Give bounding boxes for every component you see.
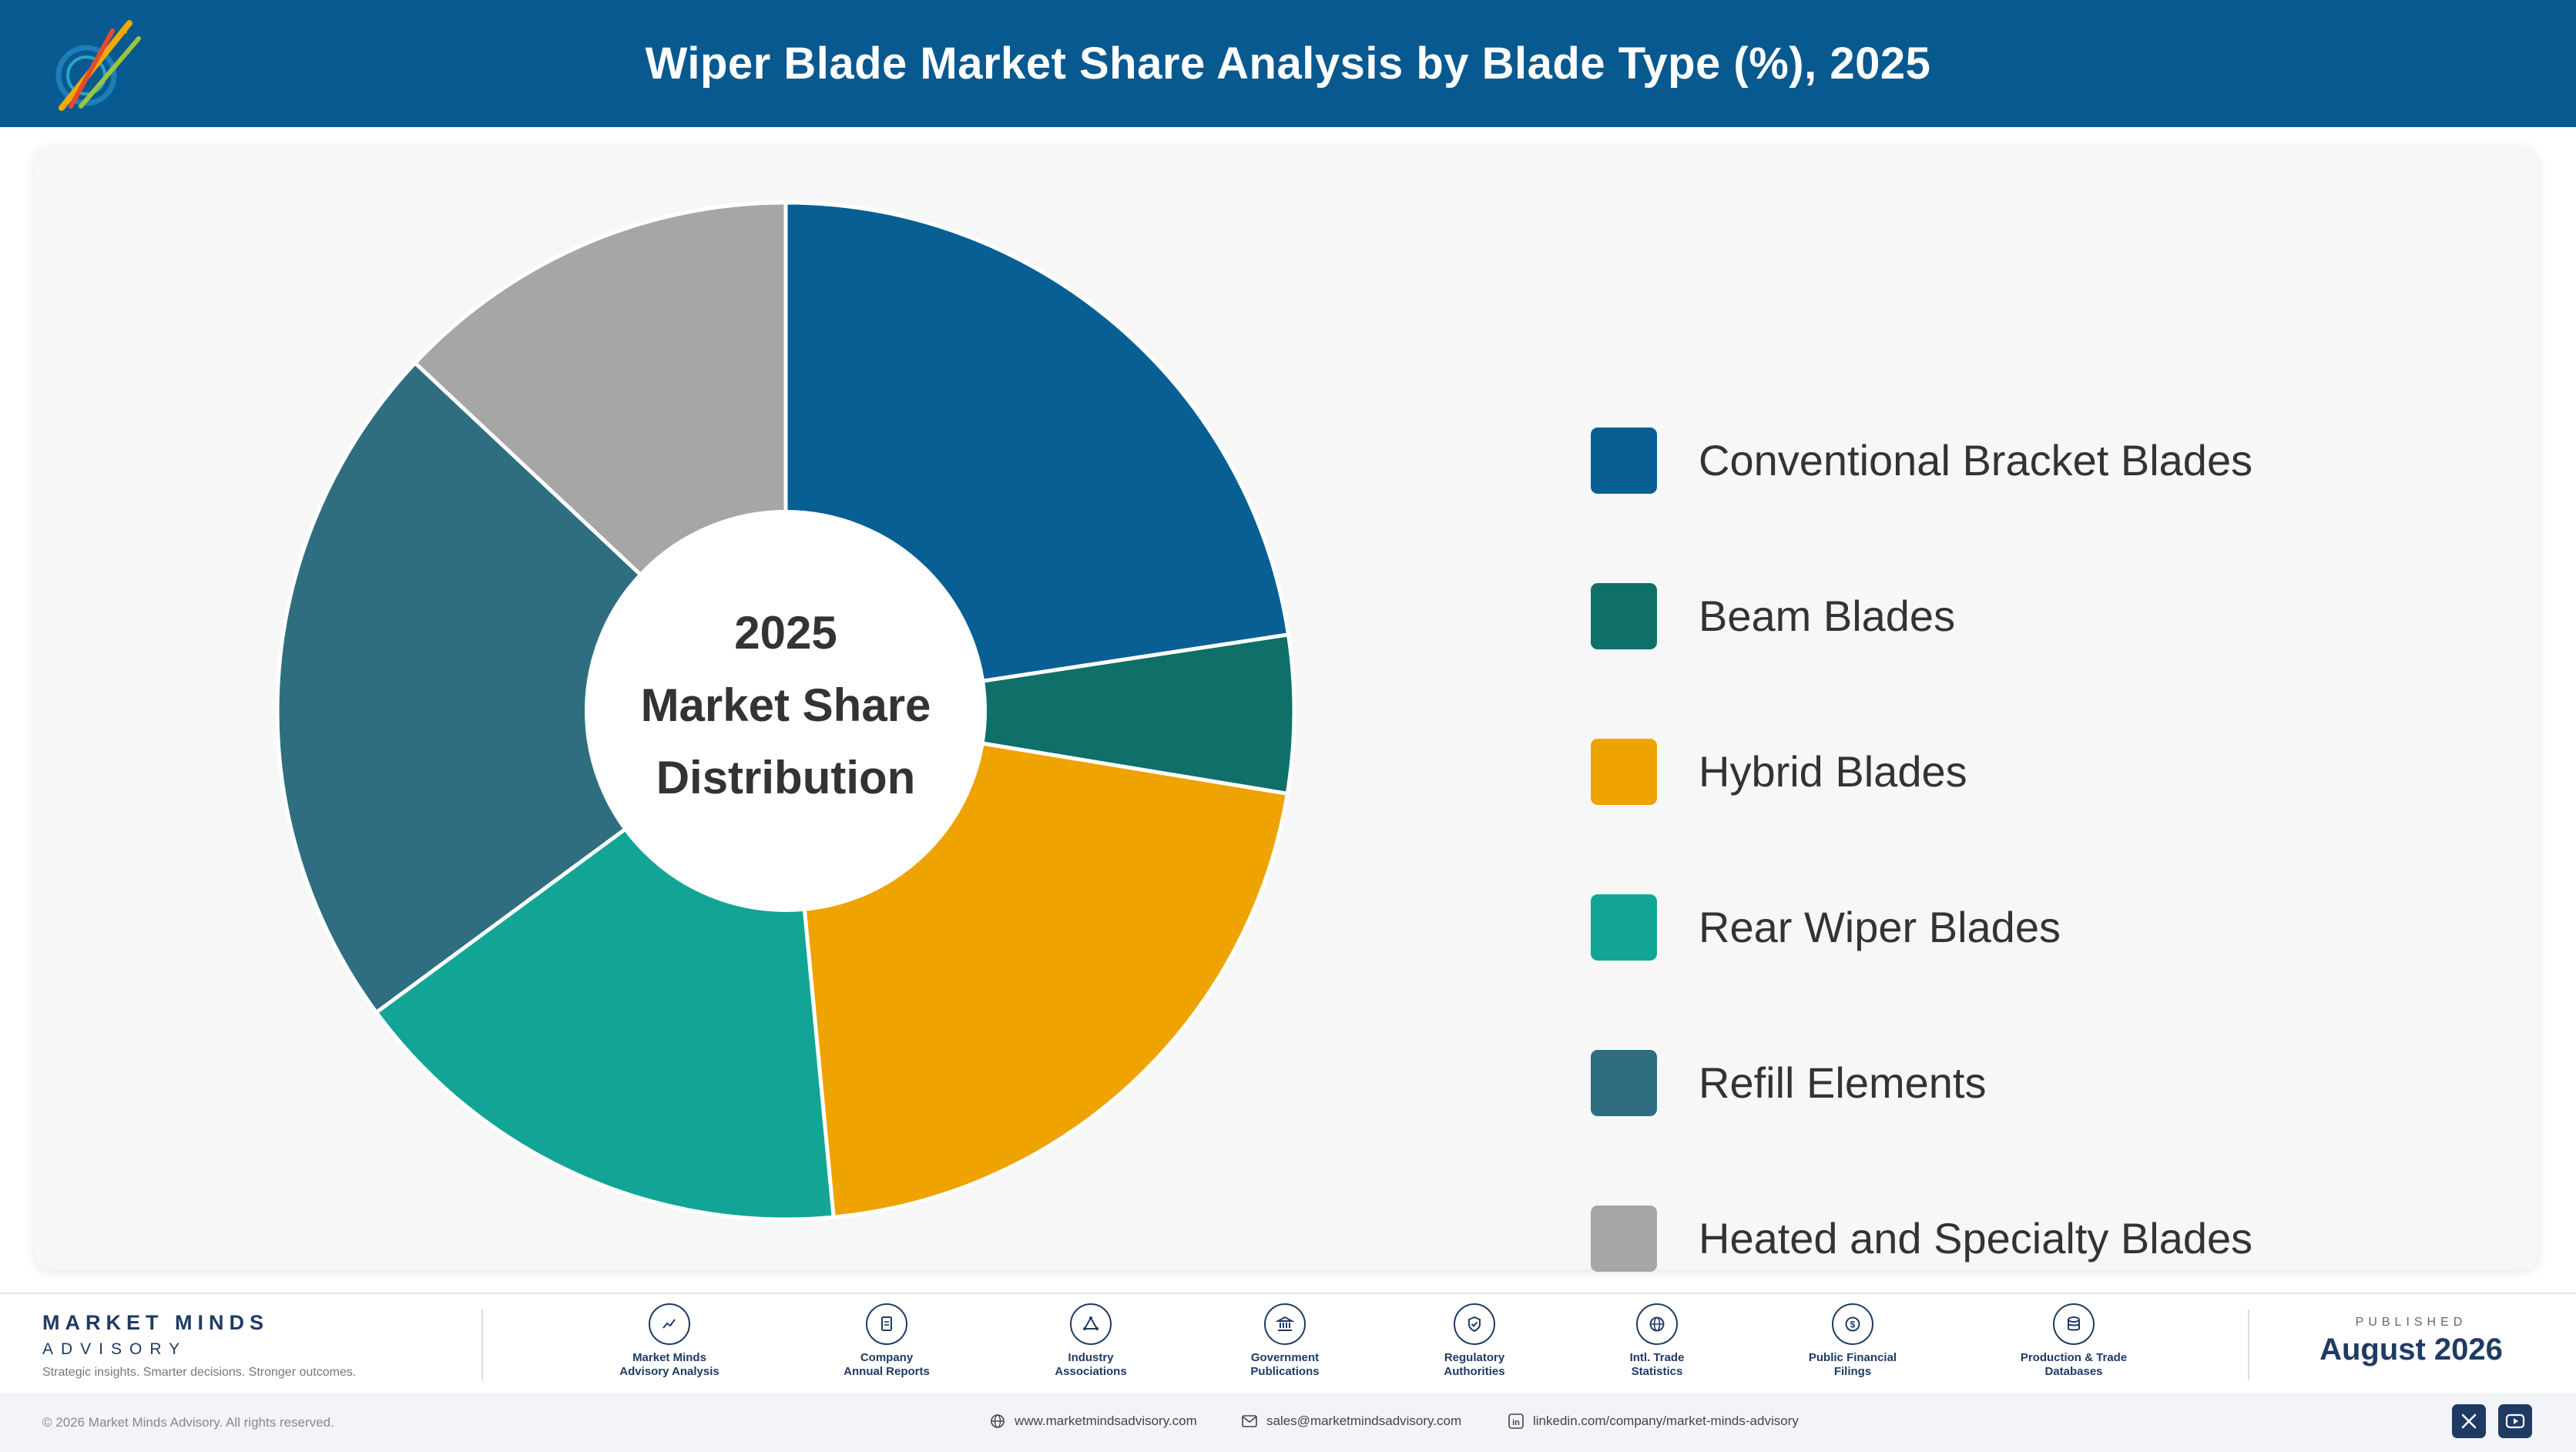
brand-name: MARKET MINDS (42, 1311, 269, 1334)
chart-line-icon (649, 1303, 690, 1345)
source-item: Intl. Trade Statistics (1580, 1303, 1734, 1379)
email-link[interactable]: sales@marketmindsadvisory.com (1242, 1413, 1461, 1429)
bottom-bar: © 2026 Market Minds Advisory. All rights… (0, 1394, 2576, 1452)
source-label: Public Financial Filings (1808, 1351, 1897, 1378)
brand-tagline: Strategic insights. Smarter decisions. S… (42, 1366, 357, 1379)
globe-icon (1636, 1303, 1678, 1345)
legend-label: Beam Blades (1699, 592, 1956, 640)
company-logo (55, 20, 141, 111)
legend-item[interactable]: Rear Wiper Blades (1591, 894, 2438, 964)
source-item: Market Minds Advisory Analysis (592, 1303, 746, 1379)
chart-card: 2025 Market Share Distribution Conventio… (35, 146, 2538, 1272)
mail-icon (1242, 1415, 1257, 1427)
source-item: Regulatory Authorities (1397, 1303, 1551, 1379)
legend-item[interactable]: Refill Elements (1591, 1050, 2438, 1119)
pie-slice-refill-elements[interactable] (275, 360, 788, 1014)
network-icon (1070, 1303, 1112, 1345)
svg-text:$: $ (1850, 1320, 1856, 1330)
legend-item[interactable]: Hybrid Blades (1591, 739, 2438, 808)
brand-subtitle: ADVISORY (42, 1340, 188, 1358)
legend-label: Conventional Bracket Blades (1699, 436, 2253, 485)
header-bar: Wiper Blade Market Share Analysis by Bla… (0, 0, 2576, 127)
legend-item[interactable]: Heated and Specialty Blades (1591, 1206, 2438, 1275)
legend-swatch (1591, 428, 1657, 494)
coin-icon: $ (1832, 1303, 1873, 1345)
legend-label: Refill Elements (1699, 1058, 1987, 1107)
source-item: Production & Trade Databases (1997, 1303, 2151, 1379)
x-icon (2461, 1413, 2477, 1429)
copyright-text: © 2026 Market Minds Advisory. All rights… (42, 1415, 334, 1430)
footer-divider (2248, 1309, 2249, 1380)
email-text: sales@marketmindsadvisory.com (1266, 1413, 1462, 1428)
center-label-line3: Distribution (656, 752, 916, 803)
legend-label: Hybrid Blades (1699, 747, 1967, 796)
source-label: Production & Trade Databases (2020, 1351, 2128, 1378)
source-label: Market Minds Advisory Analysis (619, 1351, 719, 1378)
source-label: Intl. Trade Statistics (1629, 1351, 1685, 1378)
legend-swatch (1591, 1050, 1657, 1116)
center-label-year: 2025 (734, 607, 837, 659)
source-label: Government Publications (1250, 1351, 1320, 1378)
chart-title: Wiper Blade Market Share Analysis by Bla… (645, 39, 1931, 89)
linkedin-icon: in (1508, 1413, 1524, 1429)
government-building-icon (1264, 1303, 1306, 1345)
published-date: August 2026 (2319, 1333, 2503, 1366)
legend-swatch (1591, 1206, 1657, 1272)
source-item: Company Annual Reports (810, 1303, 964, 1379)
youtube-social-button[interactable] (2498, 1404, 2532, 1438)
linkedin-link[interactable]: in linkedin.com/company/market-minds-adv… (1508, 1413, 1799, 1429)
source-label: Company Annual Reports (844, 1351, 930, 1378)
donut-hole (585, 510, 987, 912)
document-icon (866, 1303, 907, 1345)
footer-divider (481, 1309, 483, 1380)
source-label: Industry Associations (1055, 1351, 1127, 1378)
legend-swatch (1591, 894, 1657, 961)
pie-slice-beam-blades[interactable] (783, 632, 1296, 796)
youtube-icon (2505, 1413, 2525, 1429)
linkedin-text: linkedin.com/company/market-minds-adviso… (1533, 1413, 1799, 1428)
legend-swatch (1591, 583, 1657, 649)
source-label: Regulatory Authorities (1444, 1351, 1505, 1378)
footer: MARKET MINDS ADVISORY Strategic insights… (0, 1293, 2576, 1452)
donut-chart: 2025 Market Share Distribution (275, 200, 1296, 1222)
source-item: Industry Associations (1014, 1303, 1168, 1379)
globe-icon (991, 1414, 1005, 1428)
shield-check-icon (1454, 1303, 1495, 1345)
website-text: www.marketmindsadvisory.com (1015, 1413, 1197, 1428)
legend-label: Rear Wiper Blades (1699, 903, 2061, 951)
source-item: Government Publications (1208, 1303, 1362, 1379)
svg-text:in: in (1512, 1418, 1520, 1427)
legend-swatch (1591, 739, 1657, 805)
legend-item[interactable]: Conventional Bracket Blades (1591, 428, 2438, 497)
published-label: PUBLISHED (2355, 1316, 2467, 1329)
source-item: $ Public Financial Filings (1776, 1303, 1930, 1379)
x-social-button[interactable] (2452, 1404, 2486, 1438)
database-icon (2053, 1303, 2095, 1345)
legend-item[interactable]: Beam Blades (1591, 583, 2438, 652)
center-label-line2: Market Share (641, 679, 931, 731)
legend-label: Heated and Specialty Blades (1699, 1214, 2253, 1263)
website-link[interactable]: www.marketmindsadvisory.com (990, 1413, 1197, 1429)
